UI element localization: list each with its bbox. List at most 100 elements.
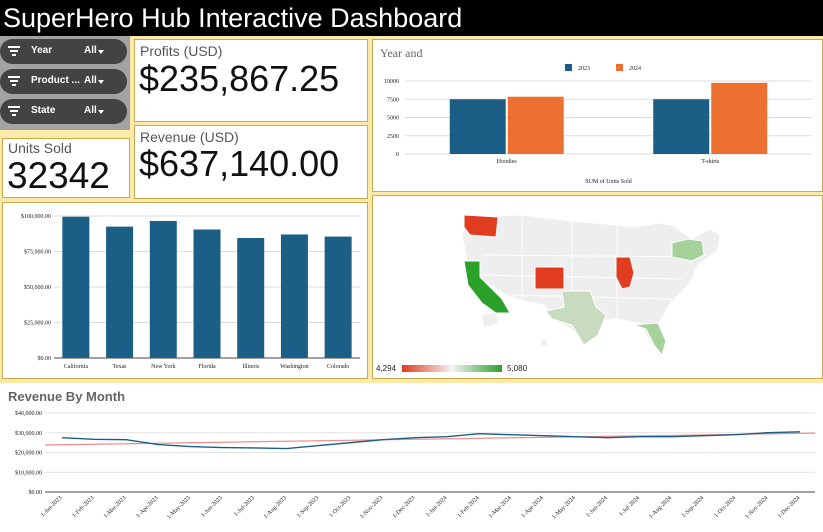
bar-hoodies-2024	[507, 96, 564, 154]
x-tick-label: 1-Mar-2023	[103, 495, 128, 520]
bar-colorado	[324, 236, 352, 358]
x-tick-label: 1-Mar-2024	[488, 495, 513, 520]
x-tick-label: 1-Aug-2023	[263, 495, 288, 520]
y-tick-label: $10,000.00	[15, 469, 42, 476]
x-tick-label: 1-Nov-2023	[359, 495, 384, 520]
bar-illinois	[237, 238, 265, 358]
state-revenue-chart: $0.00 $25,000.00 $50,000.00 $75,000.00 $100,…	[21, 213, 360, 370]
state-hawaii	[540, 339, 548, 347]
y-tick-label: 0	[396, 152, 399, 158]
state-filter[interactable]: State All	[0, 99, 127, 124]
state-filter-value: All	[84, 105, 97, 116]
state-illinois[interactable]	[615, 256, 635, 290]
year-filter-value: All	[84, 45, 97, 56]
state-florida[interactable]	[633, 322, 667, 357]
x-tick-label: 1-May-2024	[551, 495, 576, 520]
x-tick-label: California	[64, 363, 89, 370]
legend-swatch-2023	[565, 64, 572, 71]
year-product-chart: 0 2500 5000 7500 10000 Hoodies T-shirts SUM of …	[384, 64, 812, 185]
y-tick-label: 10000	[384, 79, 399, 85]
chevron-down-icon	[98, 110, 104, 114]
map-legend-min: 4,294	[376, 364, 397, 373]
x-tick-label: 1-Apr-2023	[135, 495, 159, 519]
x-tick-label: T-shirts	[701, 159, 720, 165]
revenue-line	[61, 431, 801, 450]
bar-florida	[193, 229, 221, 358]
bar-texas	[106, 226, 134, 358]
y-tick-label: 5000	[387, 116, 399, 122]
y-tick-label: $0.00	[38, 355, 52, 362]
x-tick-label: 1-Jan-2023	[40, 495, 63, 518]
y-tick-label: $30,000.00	[15, 430, 42, 437]
x-tick-label: 1-Nov-2024	[744, 495, 769, 520]
x-tick-label: Texas	[113, 364, 128, 370]
units-sold-label: Units Sold	[8, 140, 72, 156]
filter-panel: Year All Product ... All State All	[0, 36, 130, 130]
filter-icon	[8, 76, 20, 87]
product-filter[interactable]: Product ... All	[0, 69, 127, 94]
x-tick-label: Colorado	[327, 364, 349, 370]
x-tick-label: 1-Jan-2024	[425, 495, 448, 518]
year-chart-title: Year and	[380, 46, 423, 60]
profits-label: Profits (USD)	[140, 43, 223, 59]
x-tick-label: 1-May-2023	[166, 495, 191, 520]
y-tick-label: $0.00	[29, 489, 43, 496]
filter-icon	[8, 46, 20, 57]
y-tick-label: $100,000.00	[21, 213, 51, 220]
revenue-label: Revenue (USD)	[140, 129, 239, 145]
x-tick-label: Florida	[198, 364, 216, 370]
revenue-by-month-title: Revenue By Month	[8, 389, 126, 404]
filter-icon	[8, 106, 20, 117]
product-filter-value: All	[84, 75, 97, 86]
y-tick-label: $40,000.00	[15, 410, 42, 417]
state-texas[interactable]	[545, 290, 607, 346]
x-tick-label: 1-Apr-2024	[521, 495, 545, 519]
profits-card: Profits (USD) $235,867.25	[134, 39, 368, 122]
legend-swatch-2024	[616, 64, 623, 71]
x-tick-label: 1-Oct-2024	[713, 495, 737, 519]
x-tick-label: 1-Aug-2024	[648, 495, 673, 520]
x-tick-label: Washington	[280, 364, 309, 370]
x-tick-label: Hoodies	[497, 159, 518, 165]
y-tick-label: $20,000.00	[15, 450, 42, 457]
trendline	[44, 432, 816, 446]
state-colorado[interactable]	[534, 266, 565, 290]
state-california[interactable]	[463, 260, 511, 314]
state-alaska	[482, 313, 498, 327]
legend-label-2024: 2024	[629, 66, 641, 72]
chevron-down-icon	[98, 50, 104, 54]
x-tick-label: 1-Dec-2023	[392, 495, 417, 520]
units-sold-value: 32342	[7, 155, 110, 196]
x-tick-label: Illinois	[242, 364, 260, 370]
profits-value: $235,867.25	[139, 58, 340, 99]
x-axis-label: SUM of Units Sold	[585, 178, 632, 185]
legend-label-2023: 2023	[578, 66, 590, 72]
x-tick-label: 1-Jun-2023	[200, 495, 224, 519]
revenue-card: Revenue (USD) $637,140.00	[134, 125, 368, 199]
product-filter-label: Product ...	[31, 75, 80, 86]
y-tick-label: 2500	[387, 134, 399, 140]
dashboard-title: SuperHero Hub Interactive Dashboard	[0, 0, 823, 36]
us-states-map: 4,294 5,080	[376, 214, 721, 373]
map-legend-gradient	[402, 365, 502, 372]
y-tick-label: $75,000.00	[24, 249, 51, 256]
revenue-by-month-chart: $0.00 $10,000.00 $20,000.00 $30,000.00 $40,0…	[15, 410, 816, 521]
bar-hoodies-2023	[449, 99, 506, 154]
x-tick-label: 1-Sep-2023	[296, 495, 320, 519]
bar-washington	[280, 234, 308, 358]
state-filter-label: State	[31, 105, 56, 116]
bar-t-shirts-2024	[711, 82, 768, 154]
x-tick-label: 1-Feb-2024	[457, 495, 481, 519]
x-tick-label: 1-Jul-2024	[618, 495, 641, 518]
year-filter-label: Year	[31, 45, 53, 56]
x-tick-label: New York	[151, 364, 175, 370]
bar-t-shirts-2023	[653, 99, 710, 154]
state-new-york[interactable]	[671, 238, 705, 262]
x-tick-label: 1-Jun-2024	[585, 495, 609, 519]
year-filter[interactable]: Year All	[0, 39, 127, 64]
y-tick-label: $50,000.00	[24, 284, 51, 291]
bar-california	[62, 216, 90, 358]
revenue-value: $637,140.00	[139, 143, 340, 184]
units-sold-card: Units Sold 32342	[2, 138, 130, 198]
state-washington[interactable]	[463, 214, 499, 238]
